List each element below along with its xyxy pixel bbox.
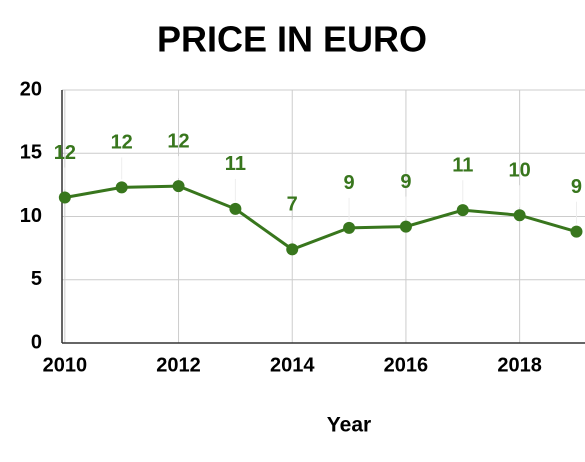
- chart-title: PRICE IN EURO: [157, 19, 427, 60]
- point: [229, 202, 242, 215]
- y-tick-label: 20: [20, 78, 42, 100]
- point: [286, 243, 299, 256]
- point: [456, 204, 469, 217]
- point: [115, 181, 128, 194]
- y-tick-label: 10: [20, 205, 42, 227]
- y-tick-label: 0: [31, 331, 42, 353]
- value-label: 9: [344, 172, 355, 194]
- value-label: 11: [225, 153, 246, 175]
- value-label: 11: [452, 154, 473, 176]
- value-label: 9: [571, 176, 582, 198]
- value-label: 12: [167, 130, 189, 152]
- x-tick-label: 2010: [43, 354, 88, 376]
- value-label: 7: [287, 194, 298, 216]
- x-tick-label: 2014: [270, 354, 315, 376]
- value-label: 9: [400, 171, 411, 193]
- x-axis-label: Year: [327, 414, 371, 437]
- line: [64, 184, 577, 252]
- y-tick-label: 5: [31, 268, 42, 290]
- value-label: 12: [111, 132, 133, 154]
- value-label: 12: [54, 142, 76, 164]
- y-tick-label: 15: [20, 142, 42, 164]
- point: [399, 220, 412, 233]
- value-label: 10: [509, 160, 531, 182]
- point: [343, 221, 356, 234]
- x-tick-label: 2012: [156, 354, 201, 376]
- x-tick-label: 2016: [384, 354, 429, 376]
- point: [58, 191, 71, 204]
- point: [172, 180, 185, 193]
- point: [513, 209, 526, 222]
- point: [570, 225, 583, 238]
- x-tick-label: 2018: [497, 354, 542, 376]
